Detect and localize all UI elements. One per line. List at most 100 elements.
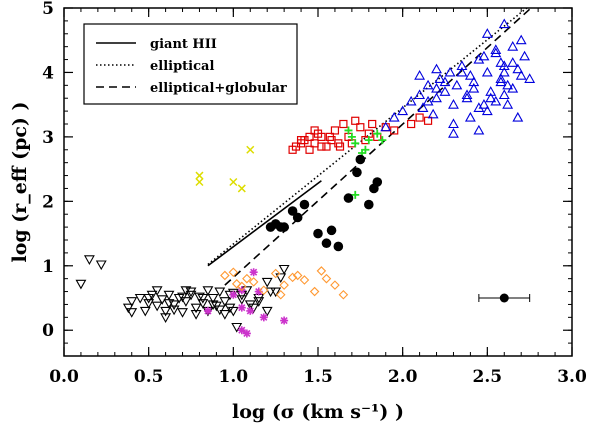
- diamond-point: [275, 289, 286, 300]
- y-tick-label: 4: [42, 63, 54, 83]
- triangle-up-point: [451, 79, 463, 90]
- square-point: [423, 116, 433, 125]
- triangle-up-point: [456, 60, 468, 71]
- diamond-point: [287, 272, 298, 283]
- diamond-point: [231, 279, 242, 289]
- triangle-down-point: [185, 287, 197, 298]
- circle-point: [313, 228, 323, 239]
- triangle-up-point: [422, 95, 434, 106]
- diamond-point: [270, 268, 281, 279]
- legend-label: elliptical+globular: [150, 81, 287, 96]
- triangle-up-point: [439, 76, 451, 87]
- diamond-point: [316, 266, 327, 276]
- triangle-down-point: [151, 286, 163, 296]
- triangle-up-point: [427, 108, 439, 119]
- y-tick-labels: 0 1 2 3 4 5: [42, 0, 54, 341]
- triangle-up-point: [461, 92, 473, 103]
- star-point: [246, 306, 255, 315]
- star-point: [229, 290, 238, 299]
- x-tick-labels: 0.0 0.5 1.0 1.5 2.0 2.5 3.0: [49, 367, 587, 387]
- x-tick-label: 3.0: [557, 367, 587, 387]
- diamond-point: [237, 281, 247, 292]
- triangle-down-point: [278, 264, 290, 275]
- triangle-down-point: [190, 303, 202, 314]
- triangle-up-point: [507, 82, 519, 93]
- circle-point: [287, 206, 298, 216]
- triangle-up-point: [456, 66, 468, 77]
- triangle-up-point: [490, 95, 502, 106]
- errorbar-point: [499, 293, 509, 303]
- triangle-up-point: [439, 86, 451, 96]
- triangle-down-point: [219, 297, 231, 307]
- plus-point: [347, 132, 356, 141]
- triangle-down-point: [265, 287, 277, 298]
- triangle-down-point: [134, 293, 146, 304]
- square-point: [305, 132, 314, 141]
- triangle-up-point: [397, 105, 409, 116]
- triangle-up-point: [405, 95, 417, 106]
- triangle-down-point: [177, 292, 188, 303]
- triangle-up-point: [498, 66, 510, 77]
- triangle-down-point: [248, 303, 260, 314]
- triangle-up-point: [507, 57, 519, 67]
- triangle-down-point: [146, 290, 158, 301]
- triangle-up-point: [468, 76, 480, 87]
- triangle-up-point: [422, 79, 434, 90]
- triangle-down-point: [83, 255, 95, 265]
- x-point: [229, 177, 238, 187]
- triangle-up-point: [495, 73, 507, 83]
- circle-point: [333, 241, 344, 252]
- diamond-point: [299, 275, 310, 285]
- triangle-down-point: [197, 299, 209, 309]
- y-axis-label: log (r_eff (pc) ): [9, 101, 31, 262]
- triangle-down-point: [253, 293, 265, 304]
- square-point: [335, 142, 345, 151]
- square-point: [305, 145, 314, 154]
- triangle-up-point: [431, 82, 442, 93]
- triangle-down-point: [214, 287, 226, 298]
- triangle-down-point: [227, 306, 239, 317]
- x-point: [237, 184, 246, 193]
- triangle-down-point: [180, 286, 192, 296]
- diamond-point: [228, 267, 239, 278]
- triangle-down-point: [197, 293, 209, 304]
- square-point: [296, 136, 306, 145]
- triangle-down-point: [261, 277, 273, 288]
- fit-line-dashed: [224, 7, 532, 286]
- triangle-down-point: [219, 310, 231, 320]
- x-point: [195, 177, 204, 187]
- triangle-up-point: [502, 99, 514, 109]
- triangle-up-point: [461, 89, 473, 100]
- square-point: [415, 113, 424, 122]
- triangle-up-point: [478, 50, 490, 61]
- triangle-down-point: [139, 306, 151, 317]
- triangle-up-point: [481, 105, 493, 116]
- triangle-up-point: [495, 76, 507, 87]
- triangle-up-point: [464, 70, 476, 80]
- triangle-up-point: [417, 102, 429, 112]
- triangle-down-point: [151, 301, 163, 312]
- diamond-point: [242, 273, 252, 284]
- triangle-down-point: [275, 273, 287, 283]
- circle-point: [364, 199, 374, 210]
- circle-point: [279, 222, 289, 232]
- circle-point: [343, 193, 354, 203]
- triangle-up-point: [448, 128, 459, 138]
- triangle-down-point: [190, 310, 202, 320]
- square-point: [407, 119, 416, 129]
- triangle-up-point: [448, 99, 459, 109]
- triangle-up-point: [434, 73, 446, 83]
- plus-point: [378, 136, 387, 145]
- triangle-down-point: [207, 293, 219, 304]
- triangle-up-point: [444, 66, 456, 77]
- plus-point: [373, 129, 382, 138]
- legend-label: elliptical: [150, 59, 214, 74]
- diamond-point: [248, 277, 259, 287]
- plus-point: [351, 190, 360, 199]
- diamond-point: [259, 285, 269, 296]
- plot-frame: [63, 7, 573, 357]
- star-point: [237, 326, 246, 335]
- legend: giant HII elliptical elliptical+globular: [83, 23, 298, 105]
- data-points: [75, 18, 536, 338]
